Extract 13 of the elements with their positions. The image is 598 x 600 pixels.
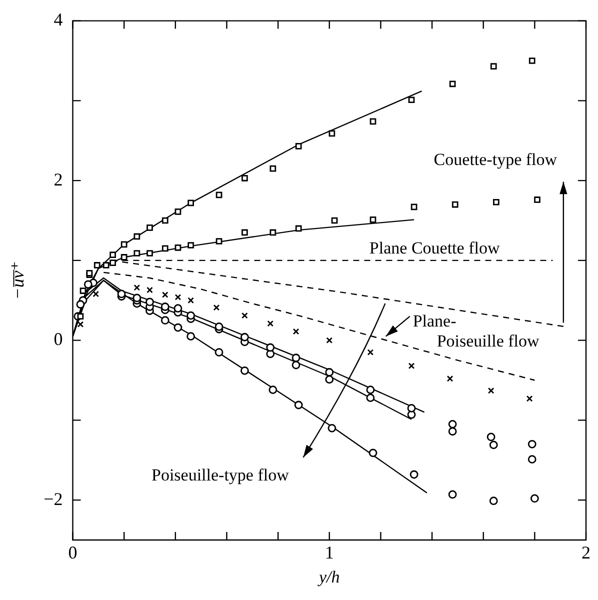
y-tick-label: 2	[54, 169, 63, 190]
y-tick-label: 4	[54, 10, 63, 30]
x-axis-title: y/h	[316, 567, 340, 586]
annotation: Plane-Poiseuille flow	[412, 311, 540, 350]
x-tick-label: 1	[324, 542, 334, 563]
y-tick-label: 0	[54, 329, 63, 350]
x-tick-label: 2	[582, 542, 590, 563]
x-tick-label: 0	[68, 542, 78, 563]
y-tick-label: −2	[44, 488, 63, 509]
annotation: Poiseuille-type flow	[151, 465, 290, 484]
annotation: Couette-type flow	[434, 150, 558, 169]
y-axis-title: −u̅v̅⁺	[8, 261, 28, 300]
annotation: Plane Couette flow	[369, 238, 500, 258]
